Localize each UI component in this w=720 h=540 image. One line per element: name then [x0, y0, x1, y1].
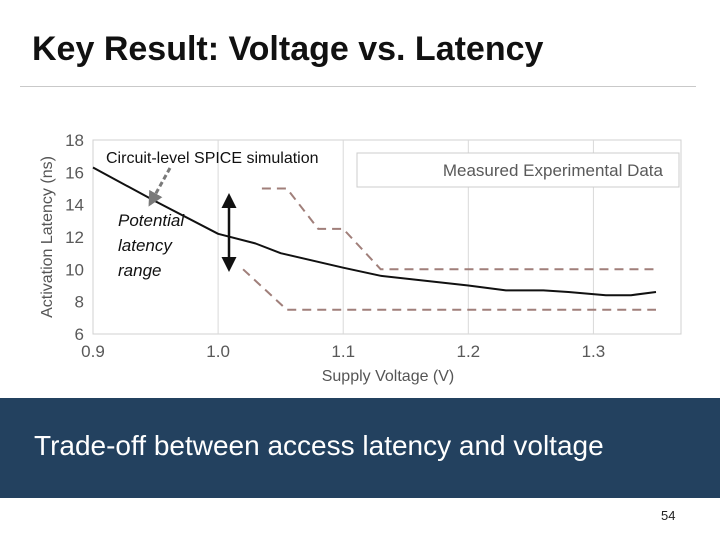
slide-title: Key Result: Voltage vs. Latency	[32, 30, 544, 68]
y-tick-label: 14	[65, 196, 84, 215]
x-tick-label: 1.3	[582, 342, 606, 361]
annotation-range-line-3: range	[118, 261, 161, 280]
x-axis-label: Supply Voltage (V)	[322, 368, 455, 385]
y-tick-label: 16	[65, 163, 84, 182]
x-tick-label: 0.9	[81, 342, 105, 361]
annotation-range-line-2: latency	[118, 236, 173, 255]
y-tick-label: 18	[65, 131, 84, 150]
legend: Measured Experimental Data	[356, 152, 680, 188]
title-divider	[20, 86, 696, 87]
takeaway-banner	[0, 398, 720, 498]
tick-labels: 6 8 10 12 14 16 18 0.9 1.0 1.1 1.2 1.3	[65, 131, 605, 361]
x-tick-label: 1.0	[206, 342, 230, 361]
takeaway-text: Trade-off between access latency and vol…	[34, 430, 604, 461]
y-tick-label: 6	[75, 325, 84, 344]
annotation-latency-range: Potential latency range	[118, 193, 237, 280]
x-tick-label: 1.2	[456, 342, 480, 361]
legend-label-measured: Measured Experimental Data	[443, 161, 664, 180]
annotation-arrow	[148, 167, 172, 207]
y-axis-label: Activation Latency (ns)	[39, 156, 56, 318]
legend-box	[356, 152, 680, 188]
voltage-latency-chart: 6 8 10 12 14 16 18 0.9 1.0 1.1 1.2 1.3 Activation L…	[39, 131, 682, 385]
y-tick-label: 12	[65, 228, 84, 247]
measured-data-line-2	[242, 268, 656, 311]
annotation-range-line-1: Potential	[118, 211, 185, 230]
annotation-simulation-label: Circuit-level SPICE simulation	[106, 150, 319, 167]
annotation-simulation: Circuit-level SPICE simulation	[106, 150, 319, 207]
page-number: 54	[661, 508, 676, 523]
y-tick-label: 10	[65, 260, 84, 279]
x-tick-label: 1.1	[331, 342, 355, 361]
measured-data-line-1	[261, 187, 656, 271]
y-tick-label: 8	[75, 293, 84, 312]
